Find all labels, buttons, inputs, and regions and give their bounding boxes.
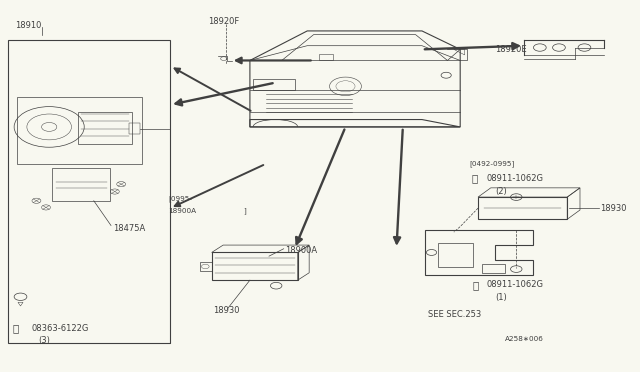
Bar bbox=[319, 54, 333, 61]
Text: 18900A: 18900A bbox=[168, 208, 196, 214]
Text: 08911-1062G: 08911-1062G bbox=[487, 280, 544, 289]
Text: 18930: 18930 bbox=[213, 306, 239, 315]
Text: [0492-0995]: [0492-0995] bbox=[470, 160, 515, 167]
Text: 18930: 18930 bbox=[600, 203, 627, 213]
Text: 08911-1062G: 08911-1062G bbox=[487, 174, 544, 183]
Text: [0995-: [0995- bbox=[168, 196, 193, 202]
Text: 18920E: 18920E bbox=[495, 45, 527, 54]
Text: 18910: 18910 bbox=[15, 21, 42, 30]
Bar bbox=[212, 253, 298, 280]
Text: 18900A: 18900A bbox=[285, 246, 317, 255]
Text: (2): (2) bbox=[495, 187, 507, 196]
Text: Ⓝ: Ⓝ bbox=[473, 280, 479, 290]
Text: (1): (1) bbox=[495, 293, 507, 302]
Bar bbox=[8, 40, 170, 343]
Bar bbox=[78, 112, 132, 144]
Bar bbox=[200, 262, 212, 271]
Bar bbox=[478, 197, 567, 219]
Bar bbox=[483, 263, 505, 273]
Text: 08363-6122G: 08363-6122G bbox=[32, 324, 90, 333]
Text: Ⓢ: Ⓢ bbox=[13, 323, 19, 333]
Bar bbox=[438, 243, 473, 267]
Text: (3): (3) bbox=[38, 336, 50, 345]
Text: A258∗006: A258∗006 bbox=[505, 336, 543, 342]
Text: Ⓑ: Ⓑ bbox=[472, 174, 478, 184]
Bar bbox=[52, 167, 109, 201]
Text: ]: ] bbox=[244, 208, 246, 215]
Text: 18475A: 18475A bbox=[113, 224, 145, 233]
Text: SEE SEC.253: SEE SEC.253 bbox=[428, 310, 481, 319]
Bar bbox=[253, 79, 294, 90]
Bar bbox=[17, 97, 141, 164]
Text: 18920F: 18920F bbox=[209, 17, 240, 26]
Bar bbox=[129, 123, 140, 134]
